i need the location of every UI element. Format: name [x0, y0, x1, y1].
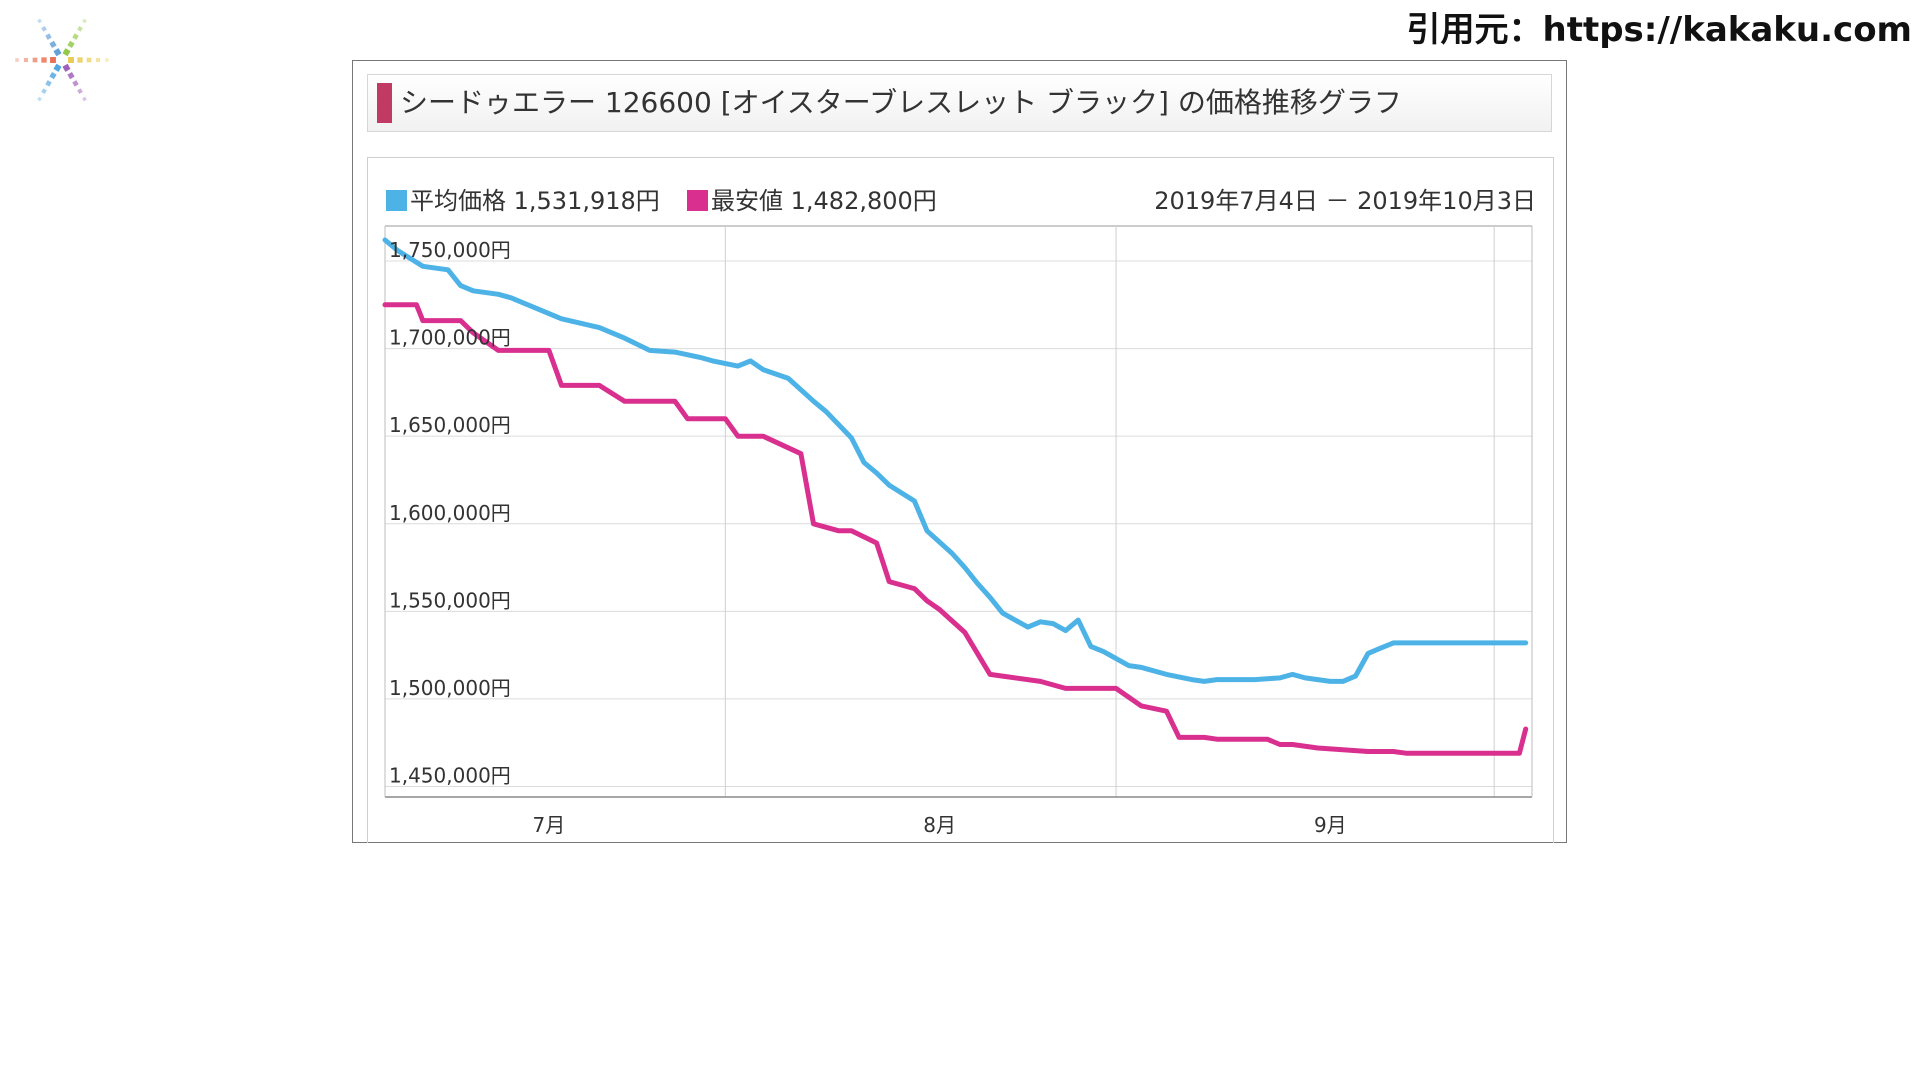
logo-square	[95, 57, 101, 63]
logo-square	[77, 88, 83, 94]
source-citation: 引用元：https://kakaku.com	[1406, 10, 1912, 50]
y-tick-label: 1,450,000円	[389, 763, 511, 787]
legend-lowest: 最安値 1,482,800円	[687, 186, 937, 216]
logo-square	[49, 40, 57, 49]
plot-container	[367, 157, 1554, 843]
logo-square	[82, 96, 87, 102]
kakaku-logo-icon	[15, 18, 109, 102]
average-price-line	[382, 237, 1529, 684]
logo-square	[77, 26, 83, 32]
y-tick-label: 1,700,000円	[389, 326, 511, 350]
logo-square	[77, 57, 83, 63]
logo-square	[50, 57, 56, 63]
legend-average-value: 1,531,918円	[513, 187, 660, 215]
logo-square	[45, 33, 52, 40]
logo-square	[45, 80, 52, 87]
chart-period: 2019年7月4日 － 2019年10月3日	[1154, 187, 1536, 215]
logo-square	[53, 48, 62, 57]
lowest-price-line	[382, 302, 1529, 756]
legend-average-swatch	[386, 190, 407, 211]
logo-square	[72, 33, 79, 40]
y-tick-label: 1,650,000円	[389, 413, 511, 437]
logo-square	[23, 57, 29, 63]
logo-square	[72, 80, 79, 87]
x-tick-label: 9月	[1314, 813, 1347, 837]
legend-average: 平均価格 1,531,918円	[386, 186, 660, 216]
logo-square	[37, 96, 42, 102]
logo-square	[68, 57, 74, 63]
logo-square	[41, 26, 47, 32]
y-tick-label: 1,550,000円	[389, 588, 511, 612]
logo-square	[62, 48, 71, 57]
logo-square	[41, 88, 47, 94]
logo-square	[49, 71, 57, 80]
logo-square	[15, 58, 19, 62]
logo-square	[82, 18, 87, 24]
y-tick-label: 1,500,000円	[389, 676, 511, 700]
logo-square	[53, 63, 62, 72]
logo-square	[41, 57, 47, 63]
y-tick-label: 1,600,000円	[389, 501, 511, 525]
logo-square	[67, 40, 75, 49]
legend-lowest-swatch	[687, 190, 708, 211]
logo-square	[62, 63, 71, 72]
price-chart-panel: シードゥエラー 126600 [オイスターブレスレット ブラック] の価格推移グ…	[352, 60, 1567, 843]
logo-square	[32, 57, 38, 63]
logo-square	[86, 57, 92, 63]
logo-square	[67, 71, 75, 80]
x-tick-label: 8月	[923, 813, 956, 837]
logo-square	[37, 18, 42, 24]
chart-title-bar: シードゥエラー 126600 [オイスターブレスレット ブラック] の価格推移グ…	[367, 74, 1552, 132]
legend-average-label: 平均価格	[410, 187, 506, 215]
legend-lowest-label: 最安値	[711, 187, 783, 215]
chart-title: シードゥエラー 126600 [オイスターブレスレット ブラック] の価格推移グ…	[400, 86, 1402, 119]
logo-square	[105, 58, 109, 62]
y-tick-label: 1,750,000円	[389, 238, 511, 262]
legend-lowest-value: 1,482,800円	[790, 187, 937, 215]
title-marker	[377, 83, 392, 123]
x-tick-label: 7月	[532, 813, 565, 837]
